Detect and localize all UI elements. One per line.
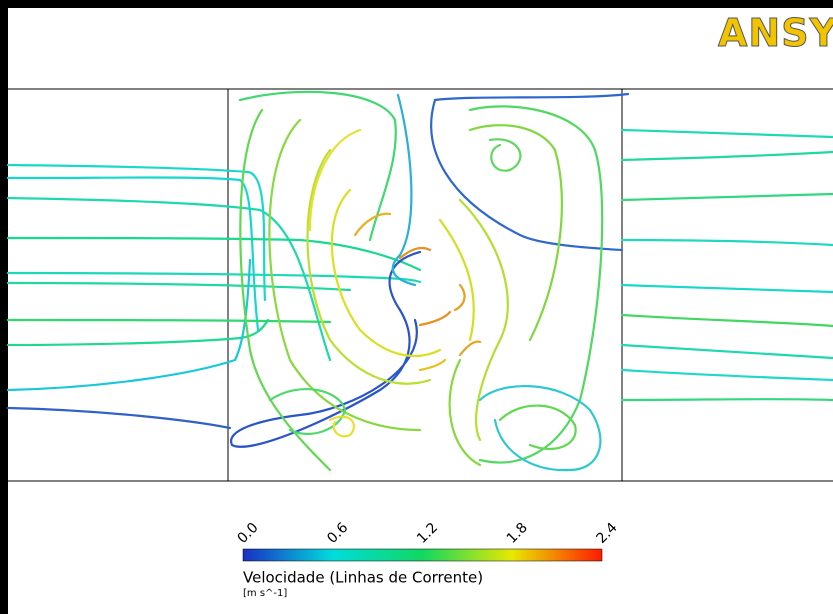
color-bar — [243, 549, 602, 561]
page: ANSYS — [0, 0, 833, 614]
frame-top — [0, 0, 833, 8]
legend-unit: [m s^-1] — [243, 588, 287, 599]
background — [0, 0, 833, 614]
frame-left — [0, 0, 8, 614]
viewport: ANSYS — [0, 0, 833, 614]
logo: ANSYS — [718, 11, 833, 55]
legend-title: Velocidade (Linhas de Corrente) — [243, 569, 483, 587]
